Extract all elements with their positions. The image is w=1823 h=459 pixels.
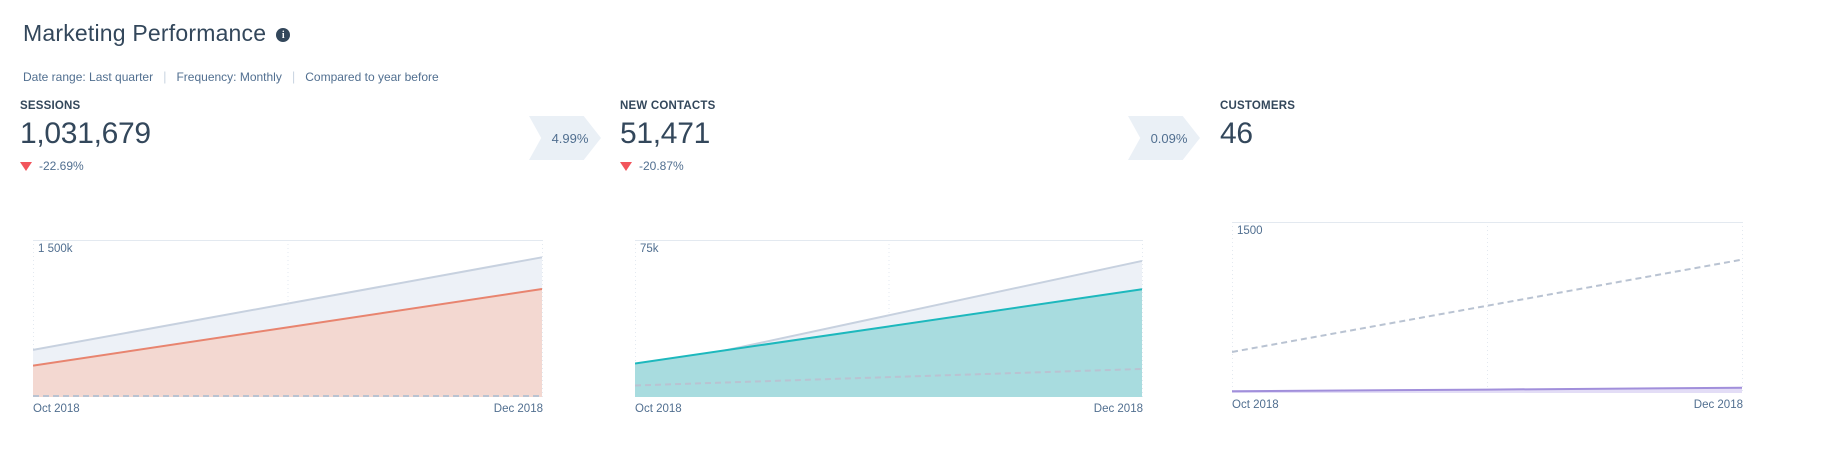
metric-value: 51,471 (620, 117, 710, 150)
x-axis-label-end: Dec 2018 (493, 403, 543, 415)
x-axis-label-start: Oct 2018 (1232, 399, 1279, 411)
new-contacts-area-chart[interactable]: 75k Oct 2018 Dec 2018 (635, 240, 1143, 415)
metric-value: 46 (1220, 117, 1253, 150)
x-axis-label-start: Oct 2018 (635, 403, 682, 415)
filter-comparison[interactable]: Compared to year before (305, 69, 439, 84)
conversion-rate: 4.99% (551, 130, 589, 146)
header: Marketing Performance i (23, 20, 291, 47)
change-percent: -22.69% (39, 159, 84, 173)
conversion-rate: 0.09% (1150, 130, 1188, 146)
report-filters: Date range: Last quarter | Frequency: Mo… (23, 69, 439, 84)
filter-separator: | (291, 69, 296, 84)
filter-separator: | (163, 69, 167, 84)
x-axis-labels: Oct 2018 Dec 2018 (635, 403, 1143, 415)
conversion-arrow-contacts-to-customers: 0.09% (1128, 116, 1200, 160)
metric-label: SESSIONS (20, 100, 81, 112)
info-icon[interactable]: i (276, 28, 291, 42)
x-axis-labels: Oct 2018 Dec 2018 (1232, 399, 1743, 411)
change-percent: -20.87% (639, 159, 684, 173)
x-axis-label-end: Dec 2018 (1693, 399, 1743, 411)
metric-change: -22.69% (20, 159, 151, 173)
filter-date-range[interactable]: Date range: Last quarter (23, 69, 154, 84)
decrease-triangle-icon (620, 161, 632, 171)
conversion-arrow-sessions-to-contacts: 4.99% (529, 116, 601, 160)
sessions-area-chart[interactable]: 1 500k Oct 2018 Dec 2018 (33, 240, 543, 415)
y-axis-max-label: 1500 (1237, 225, 1263, 237)
x-axis-labels: Oct 2018 Dec 2018 (33, 403, 543, 415)
y-axis-max-label: 1 500k (38, 243, 73, 255)
metric-change: -20.87% (620, 159, 715, 173)
metric-customers: CUSTOMERS 46 (1220, 100, 1295, 151)
metric-label: CUSTOMERS (1220, 100, 1296, 112)
metric-sessions: SESSIONS 1,031,679 -22.69% (20, 100, 151, 173)
x-axis-label-start: Oct 2018 (33, 403, 80, 415)
page-title: Marketing Performance (23, 20, 267, 46)
customers-area-chart[interactable]: 1500 Oct 2018 Dec 2018 (1232, 222, 1743, 411)
filter-frequency[interactable]: Frequency: Monthly (176, 69, 282, 84)
y-axis-max-label: 75k (640, 243, 659, 255)
decrease-triangle-icon (20, 161, 32, 171)
metric-label: NEW CONTACTS (620, 100, 716, 112)
x-axis-label-end: Dec 2018 (1093, 403, 1143, 415)
metric-value: 1,031,679 (20, 117, 151, 150)
metric-new-contacts: NEW CONTACTS 51,471 -20.87% (620, 100, 715, 173)
